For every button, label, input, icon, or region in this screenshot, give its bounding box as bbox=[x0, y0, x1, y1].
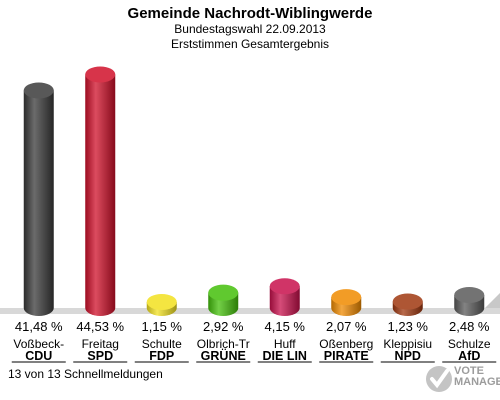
chart-title: Gemeinde Nachrodt-Wiblingwerde bbox=[127, 5, 373, 22]
bar-body bbox=[269, 286, 300, 316]
value-label: 4,15 % bbox=[265, 319, 306, 334]
bar-afd bbox=[454, 286, 485, 316]
candidate-label: Freitag bbox=[82, 337, 119, 351]
bar-body bbox=[23, 90, 54, 316]
value-label: 2,07 % bbox=[326, 319, 367, 334]
bar-top bbox=[208, 284, 239, 301]
value-label: 1,15 % bbox=[142, 319, 183, 334]
party-label: AfD bbox=[458, 349, 480, 363]
party-label: PIRATE bbox=[324, 349, 369, 363]
vote-manager-logo bbox=[426, 366, 452, 392]
bar-top bbox=[392, 293, 423, 310]
bar-top bbox=[331, 289, 362, 306]
bar-npd bbox=[392, 293, 423, 316]
candidate-label: Oßenberg bbox=[319, 337, 373, 351]
bar-spd bbox=[85, 66, 116, 316]
candidate-label: Kleppisiu bbox=[383, 337, 432, 351]
candidate-label: Schulte bbox=[142, 337, 182, 351]
bar-grüne bbox=[208, 284, 239, 316]
party-label: SPD bbox=[87, 349, 113, 363]
value-label: 2,92 % bbox=[203, 319, 244, 334]
party-label: NPD bbox=[395, 349, 421, 363]
party-label: FDP bbox=[149, 349, 174, 363]
candidate-label: Voßbeck- bbox=[13, 337, 64, 351]
value-label: 44,53 % bbox=[76, 319, 124, 334]
bar-top bbox=[269, 278, 300, 295]
value-label: 41,48 % bbox=[15, 319, 63, 334]
party-label: CDU bbox=[25, 349, 52, 363]
chart-subtitle-2: Erststimmen Gesamtergebnis bbox=[170, 37, 330, 51]
bar-top bbox=[23, 82, 54, 99]
bar-body bbox=[85, 74, 116, 316]
bar-die-lin bbox=[269, 278, 300, 316]
bar-top bbox=[146, 293, 177, 310]
chart-floor-band bbox=[0, 308, 500, 314]
logo-text: VOTE MANAGER bbox=[454, 366, 500, 388]
bar-top bbox=[454, 286, 485, 303]
bar-top bbox=[85, 66, 116, 83]
bar-fdp bbox=[146, 293, 177, 316]
candidate-label: Olbrich-Tr bbox=[197, 337, 250, 351]
logo-text-line2: MANAGER bbox=[454, 376, 500, 388]
value-label: 2,48 % bbox=[449, 319, 490, 334]
party-label: DIE LIN bbox=[263, 349, 307, 363]
party-label: GRÜNE bbox=[201, 348, 246, 363]
candidate-label: Schulze bbox=[448, 337, 491, 351]
footer-status: 13 von 13 Schnellmeldungen bbox=[8, 367, 163, 381]
bar-cdu bbox=[23, 82, 54, 316]
candidate-label: Huff bbox=[274, 337, 296, 351]
bar-pirate bbox=[331, 289, 362, 316]
value-label: 1,23 % bbox=[388, 319, 429, 334]
chart-subtitle: Bundestagswahl 22.09.2013 bbox=[174, 22, 326, 36]
logo-text-line1: VOTE bbox=[454, 365, 484, 377]
